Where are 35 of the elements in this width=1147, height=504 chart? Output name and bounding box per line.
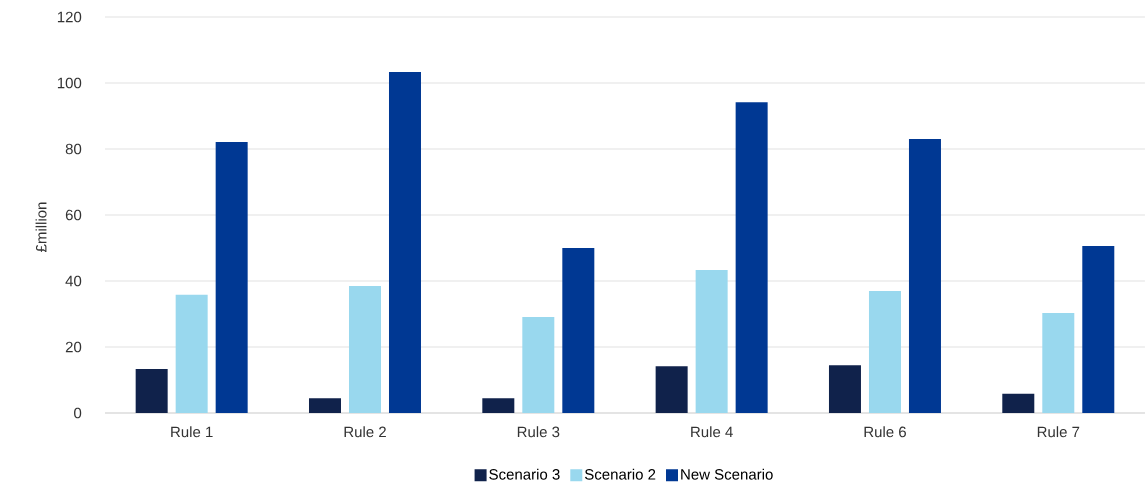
x-tick-label: Rule 3	[517, 426, 560, 438]
y-tick-label: 60	[65, 209, 82, 221]
bar	[1082, 246, 1115, 413]
bar	[215, 142, 248, 413]
bar	[482, 398, 515, 413]
x-tick-label: Rule 4	[691, 426, 733, 438]
bar	[828, 365, 861, 413]
y-tick-label: 20	[65, 341, 82, 353]
bar	[655, 366, 688, 413]
bar	[735, 102, 768, 413]
bar	[308, 398, 341, 413]
y-axis-title: £million	[35, 202, 47, 252]
y-tick-label: 40	[65, 275, 82, 287]
bar	[562, 248, 595, 413]
bar	[1042, 313, 1075, 413]
y-tick-label: 0	[74, 407, 82, 419]
bar	[908, 139, 941, 413]
bar	[522, 316, 555, 413]
y-tick-label: 80	[65, 143, 82, 155]
legend-label: Scenario 2	[584, 468, 656, 480]
x-tick-label: Rule 2	[344, 426, 386, 438]
legend-label: New Scenario	[681, 468, 773, 480]
bar	[1002, 393, 1035, 413]
x-tick-label: Rule 6	[864, 426, 906, 438]
bar	[868, 290, 901, 413]
bar	[175, 294, 208, 413]
x-tick-label: Rule 7	[1037, 426, 1080, 438]
y-tick-label: 120	[57, 11, 82, 23]
x-tick-label: Rule 1	[171, 426, 213, 438]
bar	[388, 72, 421, 413]
bar	[348, 285, 381, 413]
bar	[695, 270, 728, 413]
bar	[135, 369, 168, 413]
legend-label: Scenario 3	[489, 468, 560, 480]
y-tick-label: 100	[57, 77, 82, 89]
